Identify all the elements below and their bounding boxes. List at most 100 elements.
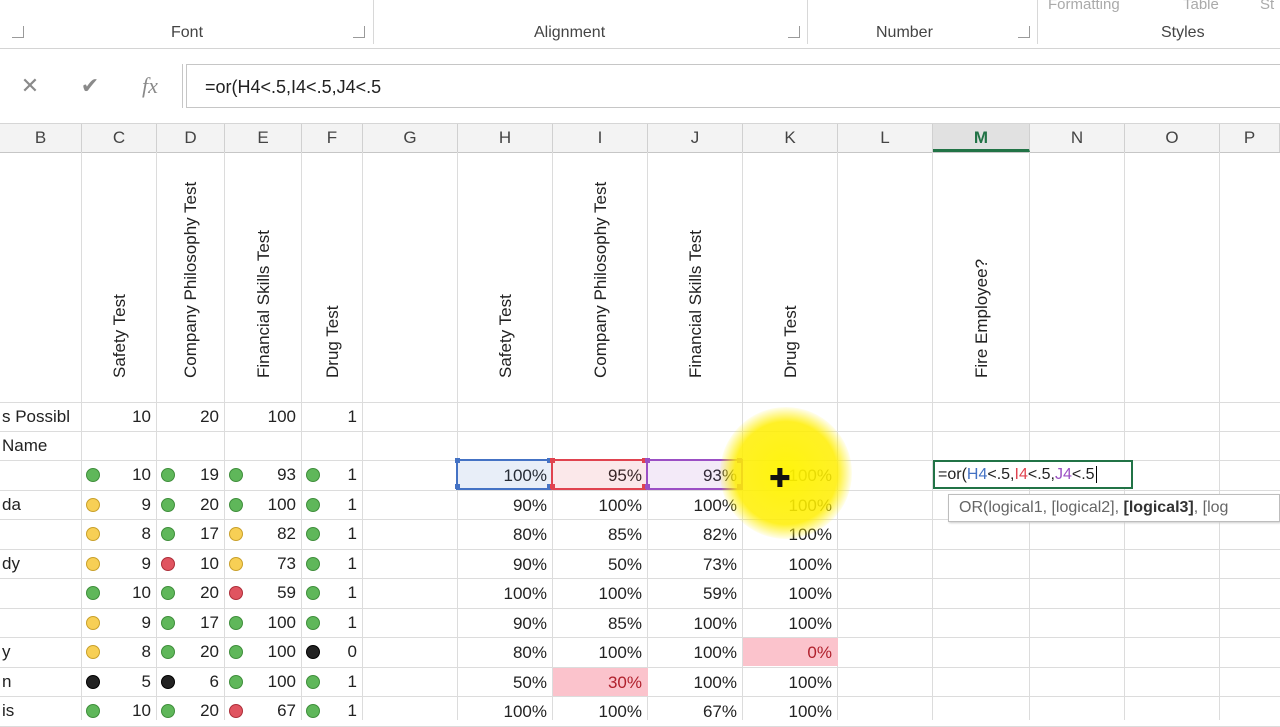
points-possible-c[interactable]: 10 xyxy=(132,407,151,426)
insert-function-icon[interactable]: fx xyxy=(142,73,158,98)
percent-h[interactable]: 100% xyxy=(503,466,547,485)
percent-j[interactable]: 73% xyxy=(702,554,737,574)
points-possible-d[interactable]: 20 xyxy=(200,407,219,426)
score-c[interactable]: 10 xyxy=(132,701,151,720)
percent-h[interactable]: 100% xyxy=(503,584,547,603)
range-handle-icon[interactable] xyxy=(642,484,647,489)
percent-k[interactable]: 100% xyxy=(788,672,832,692)
font-dialog-launcher-icon[interactable] xyxy=(353,26,365,38)
column-header-e[interactable]: E xyxy=(225,124,302,152)
percent-h[interactable]: 80% xyxy=(512,525,547,544)
column-header-k[interactable]: K xyxy=(743,124,838,152)
percent-j[interactable]: 67% xyxy=(702,702,737,721)
column-header-f[interactable]: F xyxy=(302,124,363,152)
percent-i[interactable]: 100% xyxy=(598,702,642,721)
score-f[interactable]: 1 xyxy=(347,494,357,514)
score-f[interactable]: 0 xyxy=(347,642,357,661)
cell-styles-button[interactable]: St xyxy=(1260,0,1275,13)
score-f[interactable]: 1 xyxy=(347,701,357,720)
editing-cell-m4[interactable]: =or(H4<.5,I4<.5,J4<.5​ xyxy=(933,460,1133,489)
score-e[interactable]: 67 xyxy=(277,701,296,720)
percent-i[interactable]: 100% xyxy=(598,643,642,662)
employee-name[interactable]: da xyxy=(2,494,21,514)
number-dialog-launcher-icon[interactable] xyxy=(1018,26,1030,38)
score-d[interactable]: 20 xyxy=(200,494,219,514)
score-f[interactable]: 1 xyxy=(347,553,357,573)
column-header-i[interactable]: I xyxy=(553,124,648,152)
employee-name[interactable] xyxy=(0,578,82,607)
column-header-o[interactable]: O xyxy=(1125,124,1220,152)
score-d[interactable]: 6 xyxy=(209,671,219,691)
score-c[interactable]: 9 xyxy=(141,612,151,632)
employee-name[interactable] xyxy=(0,519,82,548)
employee-name[interactable]: n xyxy=(2,671,12,691)
score-e[interactable]: 93 xyxy=(277,465,296,484)
points-possible-f[interactable]: 1 xyxy=(347,407,357,426)
points-possible-e[interactable]: 100 xyxy=(267,407,296,426)
percent-i[interactable]: 50% xyxy=(607,554,642,574)
employee-name[interactable] xyxy=(0,460,82,489)
score-e[interactable]: 82 xyxy=(277,524,296,543)
percent-h[interactable]: 90% xyxy=(512,495,547,515)
dialog-launcher-icon[interactable] xyxy=(12,26,24,38)
column-header-p[interactable]: P xyxy=(1220,124,1280,152)
formula-input[interactable]: =or(H4<.5,I4<.5,J4<.5 xyxy=(186,64,1280,108)
score-f[interactable]: 1 xyxy=(347,583,357,602)
cancel-icon[interactable]: ✕ xyxy=(20,73,40,98)
score-f[interactable]: 1 xyxy=(347,612,357,632)
percent-k[interactable]: 100% xyxy=(788,702,832,721)
percent-i[interactable]: 95% xyxy=(607,466,642,485)
score-d[interactable]: 20 xyxy=(200,642,219,661)
percent-j[interactable]: 100% xyxy=(693,613,737,633)
percent-j[interactable]: 100% xyxy=(693,672,737,692)
percent-h[interactable]: 80% xyxy=(512,643,547,662)
score-c[interactable]: 10 xyxy=(132,583,151,602)
score-d[interactable]: 20 xyxy=(200,701,219,720)
score-f[interactable]: 1 xyxy=(347,465,357,484)
score-e[interactable]: 100 xyxy=(267,494,296,514)
employee-name[interactable]: y xyxy=(2,642,11,661)
alignment-dialog-launcher-icon[interactable] xyxy=(788,26,800,38)
range-handle-icon[interactable] xyxy=(455,484,460,489)
column-header-n[interactable]: N xyxy=(1030,124,1125,152)
percent-k[interactable]: 100% xyxy=(788,613,832,633)
range-handle-icon[interactable] xyxy=(547,484,552,489)
score-d[interactable]: 10 xyxy=(200,553,219,573)
column-header-m[interactable]: M xyxy=(933,124,1030,152)
range-handle-icon[interactable] xyxy=(550,458,555,463)
score-f[interactable]: 1 xyxy=(347,671,357,691)
percent-h[interactable]: 100% xyxy=(503,702,547,721)
percent-k[interactable]: 100% xyxy=(788,554,832,574)
range-handle-icon[interactable] xyxy=(642,458,647,463)
score-e[interactable]: 59 xyxy=(277,583,296,602)
score-d[interactable]: 17 xyxy=(200,612,219,632)
score-c[interactable]: 9 xyxy=(141,553,151,573)
column-header-h[interactable]: H xyxy=(458,124,553,152)
score-e[interactable]: 100 xyxy=(267,671,296,691)
range-handle-icon[interactable] xyxy=(455,458,460,463)
score-c[interactable]: 9 xyxy=(141,494,151,514)
employee-name[interactable]: dy xyxy=(2,553,20,573)
percent-k[interactable]: 0% xyxy=(743,638,838,666)
percent-i[interactable]: 100% xyxy=(598,584,642,603)
percent-k[interactable]: 100% xyxy=(788,584,832,603)
range-handle-icon[interactable] xyxy=(645,484,650,489)
percent-h[interactable]: 90% xyxy=(512,613,547,633)
percent-i[interactable]: 100% xyxy=(598,495,642,515)
score-f[interactable]: 1 xyxy=(347,524,357,543)
column-header-b[interactable]: B xyxy=(0,124,82,152)
range-handle-icon[interactable] xyxy=(547,458,552,463)
column-header-g[interactable]: G xyxy=(363,124,458,152)
conditional-formatting-button[interactable]: Formatting xyxy=(1048,0,1120,13)
score-e[interactable]: 100 xyxy=(267,642,296,661)
score-c[interactable]: 8 xyxy=(141,642,151,661)
percent-h[interactable]: 50% xyxy=(512,672,547,692)
function-tooltip[interactable]: OR(logical1, [logical2], [logical3], [lo… xyxy=(948,494,1280,522)
percent-i[interactable]: 85% xyxy=(607,613,642,633)
percent-j[interactable]: 82% xyxy=(702,525,737,544)
employee-name[interactable] xyxy=(0,608,82,637)
column-header-j[interactable]: J xyxy=(648,124,743,152)
score-d[interactable]: 19 xyxy=(200,465,219,484)
percent-i[interactable]: 30% xyxy=(553,667,648,696)
column-header-d[interactable]: D xyxy=(157,124,225,152)
